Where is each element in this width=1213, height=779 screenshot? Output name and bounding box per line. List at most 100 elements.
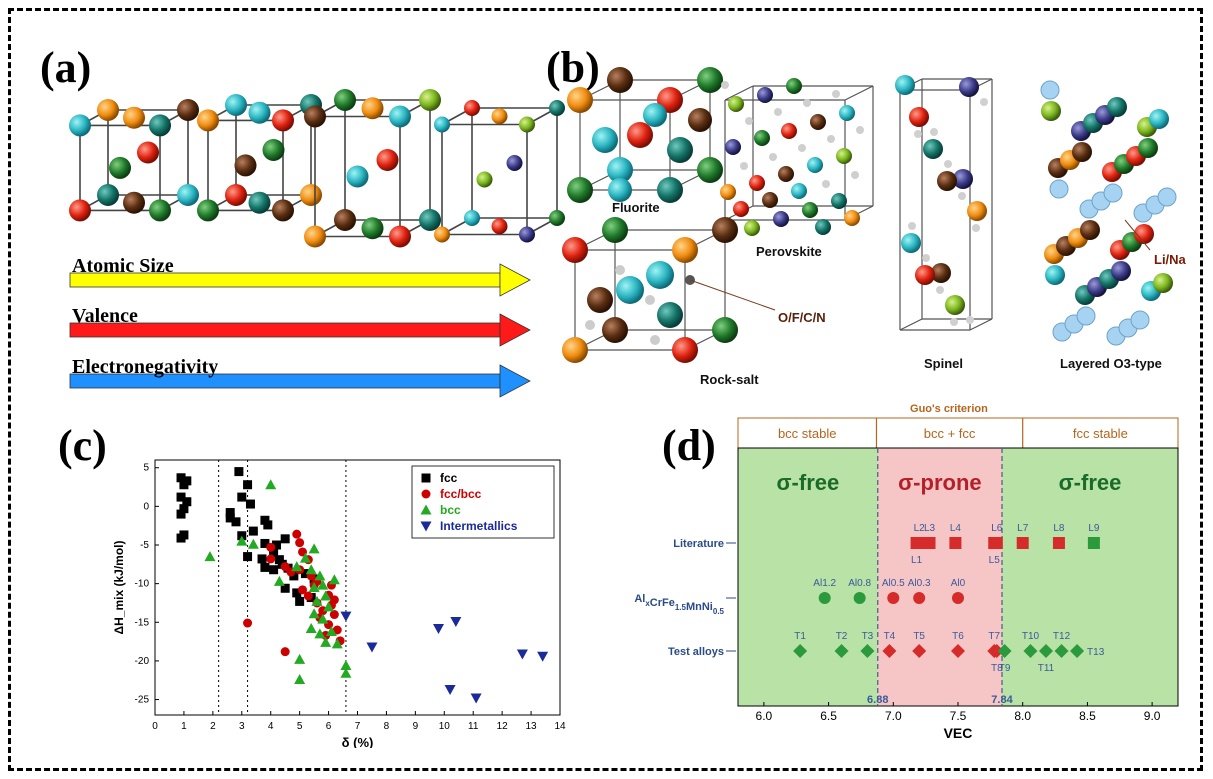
data-point: [1016, 537, 1029, 549]
data-point: [225, 508, 235, 518]
anion-sphere: [650, 335, 660, 345]
data-point: [331, 638, 343, 649]
anion-sphere: [740, 162, 748, 170]
lattice-edge: [724, 85, 754, 101]
data-point: [260, 515, 270, 525]
atom-sphere: [419, 89, 441, 111]
caption-rocksalt: Rock-salt: [700, 372, 759, 387]
data-point: [305, 622, 317, 633]
data-point: [317, 613, 329, 624]
row-label-part: 1.5: [675, 603, 687, 612]
atom-sphere: [234, 154, 257, 177]
metal-sphere: [1138, 138, 1158, 158]
data-point: [329, 610, 339, 620]
anion-sphere: [721, 81, 729, 89]
x-tick-label: 0: [152, 721, 158, 732]
metal-sphere: [1107, 97, 1127, 117]
figure-frame: [8, 8, 1203, 771]
data-point: [320, 636, 332, 647]
point-label: L7: [1017, 523, 1029, 534]
data-point: [295, 596, 305, 606]
cation-sphere: [931, 263, 951, 283]
row-label-part: MnNi: [686, 601, 713, 613]
x-tick-label: 14: [554, 721, 566, 732]
panel-b-illustration: [562, 67, 1177, 363]
row-label: Test alloys: [668, 646, 724, 658]
point-label: Al0.5: [882, 578, 905, 589]
caption-anion: O/F/C/N: [778, 310, 826, 325]
panel-label-d: (d): [662, 421, 716, 470]
structure-fluorite: [567, 67, 723, 203]
caption-perovskite: Perovskite: [756, 244, 822, 259]
cation-sphere: [802, 202, 818, 218]
x-tick-label: 1: [181, 721, 187, 732]
data-point: [245, 499, 255, 509]
arrow-head: [499, 364, 531, 398]
atom-sphere: [389, 105, 411, 128]
cation-sphere: [923, 139, 943, 159]
anion-sphere: [832, 90, 840, 98]
metal-sphere: [1149, 109, 1169, 129]
data-point: [420, 521, 432, 532]
y-axis-label: ΔH_mix (kJ/mol): [112, 541, 126, 635]
data-point: [225, 513, 235, 523]
zone-label: σ-free: [1059, 470, 1122, 495]
cation-sphere: [587, 287, 613, 313]
data-point: [834, 644, 849, 658]
cation-sphere: [749, 175, 765, 191]
atom-sphere: [361, 97, 384, 120]
data-point: [323, 601, 335, 612]
boundary-label: 6.88: [867, 694, 888, 706]
data-point: [444, 685, 456, 695]
lattice-edge: [899, 318, 923, 331]
caption-fluorite: Fluorite: [612, 200, 660, 215]
data-point: [292, 529, 302, 539]
anion-sphere: [944, 160, 952, 168]
data-point: [325, 626, 337, 637]
cation-sphere: [839, 105, 855, 121]
x-tick-label: 4: [268, 721, 274, 732]
y-tick-label: -25: [135, 695, 150, 706]
data-point: [272, 540, 281, 550]
x-tick-label: 7: [355, 721, 361, 732]
structure-rocksalt: [562, 217, 738, 363]
atom-sphere: [197, 199, 219, 222]
point-label: Al0.3: [908, 578, 931, 589]
data-point: [1087, 537, 1100, 549]
anion-sphere: [922, 254, 930, 262]
anion-sphere: [745, 117, 753, 125]
cation-sphere: [1157, 187, 1177, 207]
data-point: [433, 623, 444, 634]
data-point: [1039, 644, 1053, 658]
chart-d: Guo's criterion bcc stable bcc + fcc fcc st…: [634, 403, 1179, 741]
cation-sphere: [1040, 80, 1060, 100]
data-point: [818, 592, 831, 604]
data-point: [231, 517, 241, 527]
structure-perovskite: [720, 78, 874, 236]
lattice-edge: [844, 85, 874, 101]
x-tick-label: 6.0: [756, 709, 773, 723]
x-tick-label: 6: [326, 721, 332, 732]
x-tick-label: 9: [413, 721, 419, 732]
atom-sphere: [389, 225, 411, 248]
anion-sphere: [798, 144, 806, 152]
cation-sphere: [697, 157, 723, 183]
x-tick-label: 13: [526, 721, 538, 732]
zone-0: [738, 448, 878, 706]
y-tick-label: -15: [135, 617, 150, 628]
cation-sphere: [967, 201, 987, 221]
atom-sphere: [149, 114, 171, 137]
metal-sphere: [1080, 220, 1100, 240]
data-point: [912, 644, 927, 658]
data-point: [280, 562, 290, 572]
data-point: [248, 526, 258, 536]
point-label: T6: [952, 631, 964, 642]
anion-sphere: [930, 128, 938, 136]
atom-sphere: [491, 218, 508, 235]
cation-sphere: [791, 183, 807, 199]
data-point: [537, 651, 549, 662]
atom-sphere: [262, 139, 285, 161]
cation-sphere: [781, 123, 797, 139]
point-label: L9: [1088, 523, 1100, 534]
cation-sphere: [1130, 310, 1150, 330]
